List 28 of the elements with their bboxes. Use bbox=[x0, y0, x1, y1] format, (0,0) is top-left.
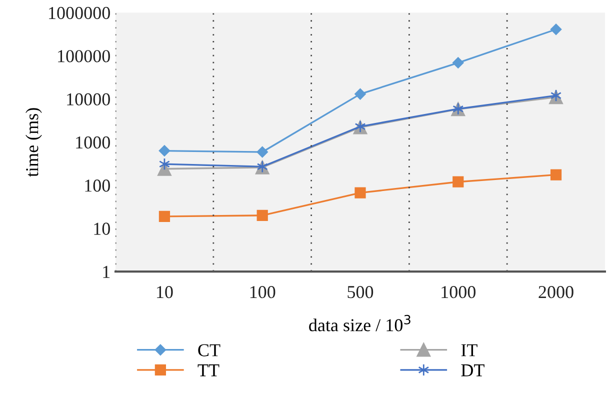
point bbox=[354, 187, 366, 198]
x-tick-label: 500 bbox=[348, 286, 374, 298]
point bbox=[550, 24, 562, 35]
point bbox=[256, 146, 268, 158]
y-tick-label: 1000000 bbox=[49, 6, 110, 20]
x-tick-label: 2000 bbox=[538, 286, 574, 298]
legend-label: DT bbox=[461, 364, 484, 376]
y-tick-label: 1000 bbox=[76, 136, 110, 149]
point bbox=[452, 57, 464, 68]
point bbox=[452, 176, 464, 188]
legend-label: TT bbox=[198, 364, 220, 376]
point bbox=[158, 210, 170, 222]
point bbox=[158, 145, 170, 156]
legend-label: CT bbox=[198, 344, 220, 356]
point bbox=[354, 88, 366, 100]
y-tick-label: 1 bbox=[103, 266, 110, 278]
y-tick-label: 10 bbox=[94, 222, 110, 235]
x-axis-title: data size / 10$^{3}$ bbox=[309, 314, 410, 332]
point bbox=[256, 210, 268, 221]
legend-label: IT bbox=[461, 344, 478, 356]
x-tick-label: 10 bbox=[157, 286, 173, 298]
y-tick-label: 100000 bbox=[58, 50, 110, 62]
y-axis-title: time (ms) bbox=[26, 108, 42, 177]
x-tick-label: 1000 bbox=[442, 286, 476, 298]
point bbox=[550, 169, 562, 180]
y-tick-label: 100 bbox=[85, 180, 110, 192]
y-tick-label: 10000 bbox=[67, 93, 110, 106]
x-tick-label: 100 bbox=[250, 286, 276, 298]
